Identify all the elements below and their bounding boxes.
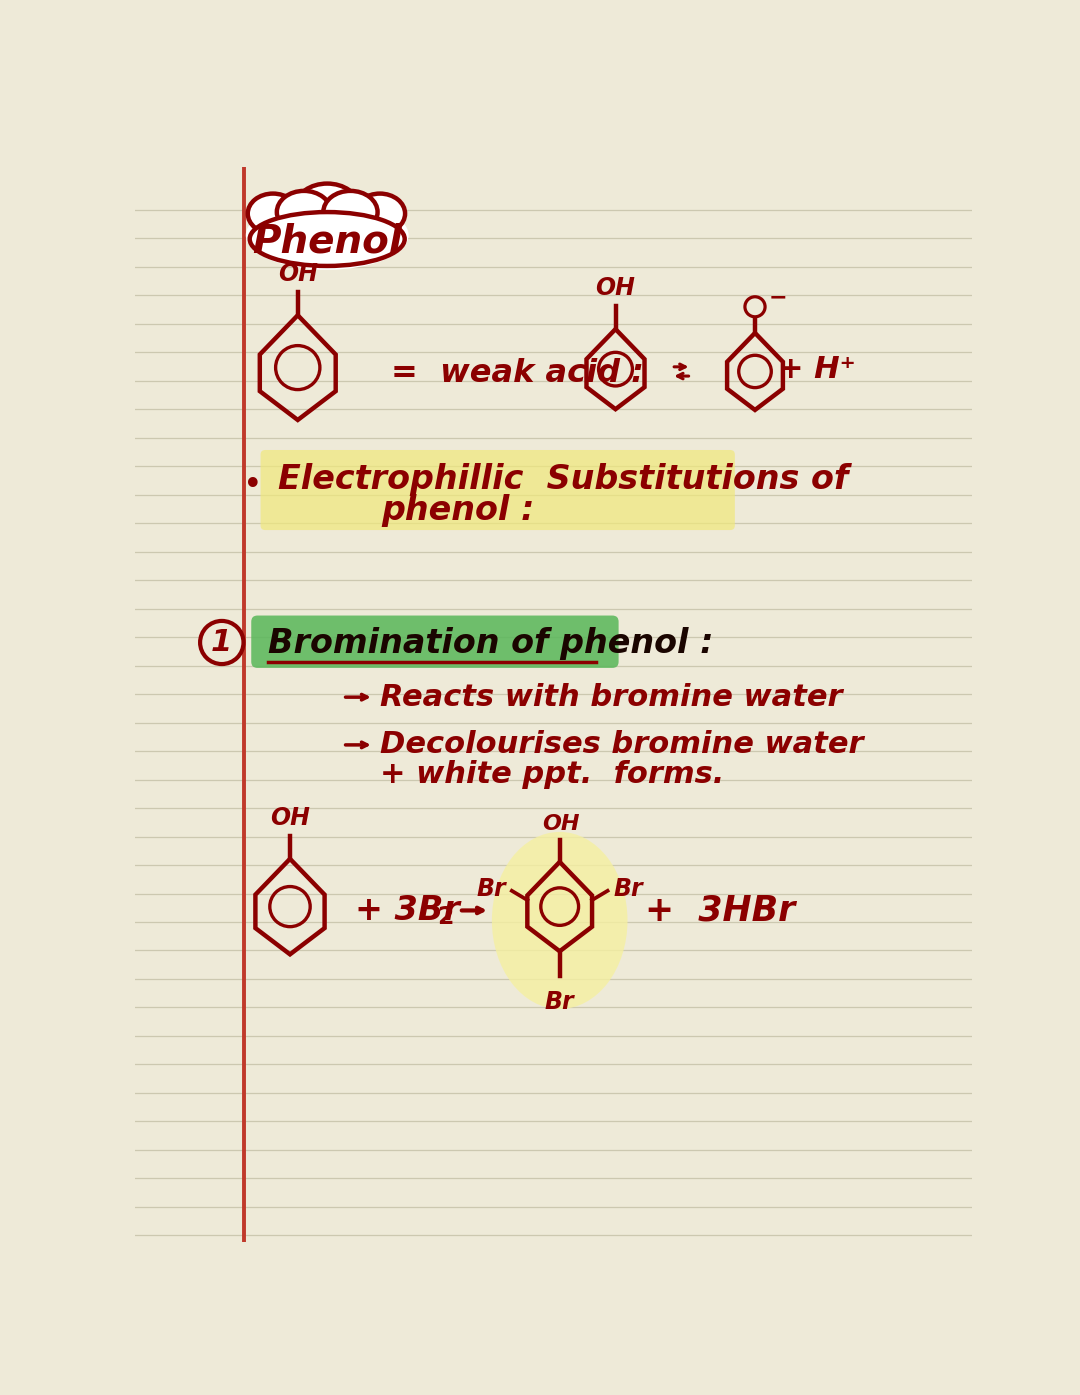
Text: 2: 2 bbox=[437, 905, 454, 929]
Text: Bromination of phenol :: Bromination of phenol : bbox=[268, 626, 714, 660]
Text: −: − bbox=[768, 287, 787, 307]
Circle shape bbox=[745, 297, 765, 317]
FancyBboxPatch shape bbox=[260, 451, 734, 530]
Text: OH: OH bbox=[278, 262, 318, 286]
Text: + 3Br: + 3Br bbox=[355, 894, 460, 926]
Text: OH: OH bbox=[595, 276, 635, 300]
Ellipse shape bbox=[296, 184, 359, 229]
Ellipse shape bbox=[491, 831, 627, 1009]
Text: phenol :: phenol : bbox=[381, 494, 535, 526]
Text: 1: 1 bbox=[212, 628, 232, 657]
Text: + white ppt.  forms.: + white ppt. forms. bbox=[380, 760, 725, 788]
Ellipse shape bbox=[276, 191, 332, 233]
Text: Phenol: Phenol bbox=[252, 222, 403, 261]
Text: •: • bbox=[243, 469, 262, 502]
Text: Br: Br bbox=[545, 990, 575, 1014]
Text: Br: Br bbox=[613, 876, 644, 901]
Text: Decolourises bromine water: Decolourises bromine water bbox=[380, 731, 863, 759]
Ellipse shape bbox=[323, 191, 378, 233]
Ellipse shape bbox=[249, 212, 405, 266]
Text: OH: OH bbox=[542, 815, 580, 834]
Ellipse shape bbox=[354, 194, 405, 233]
Text: OH: OH bbox=[270, 805, 310, 830]
Circle shape bbox=[200, 621, 243, 664]
Text: =  weak acid :: = weak acid : bbox=[391, 359, 644, 389]
Ellipse shape bbox=[246, 201, 408, 269]
Ellipse shape bbox=[247, 194, 298, 233]
Text: Br: Br bbox=[476, 876, 505, 901]
Text: Electrophillic  Substitutions of: Electrophillic Substitutions of bbox=[279, 463, 849, 495]
Text: + H⁺: + H⁺ bbox=[779, 354, 856, 384]
FancyBboxPatch shape bbox=[252, 615, 619, 668]
Text: Reacts with bromine water: Reacts with bromine water bbox=[380, 682, 842, 711]
Text: +  3HBr: + 3HBr bbox=[645, 893, 795, 928]
